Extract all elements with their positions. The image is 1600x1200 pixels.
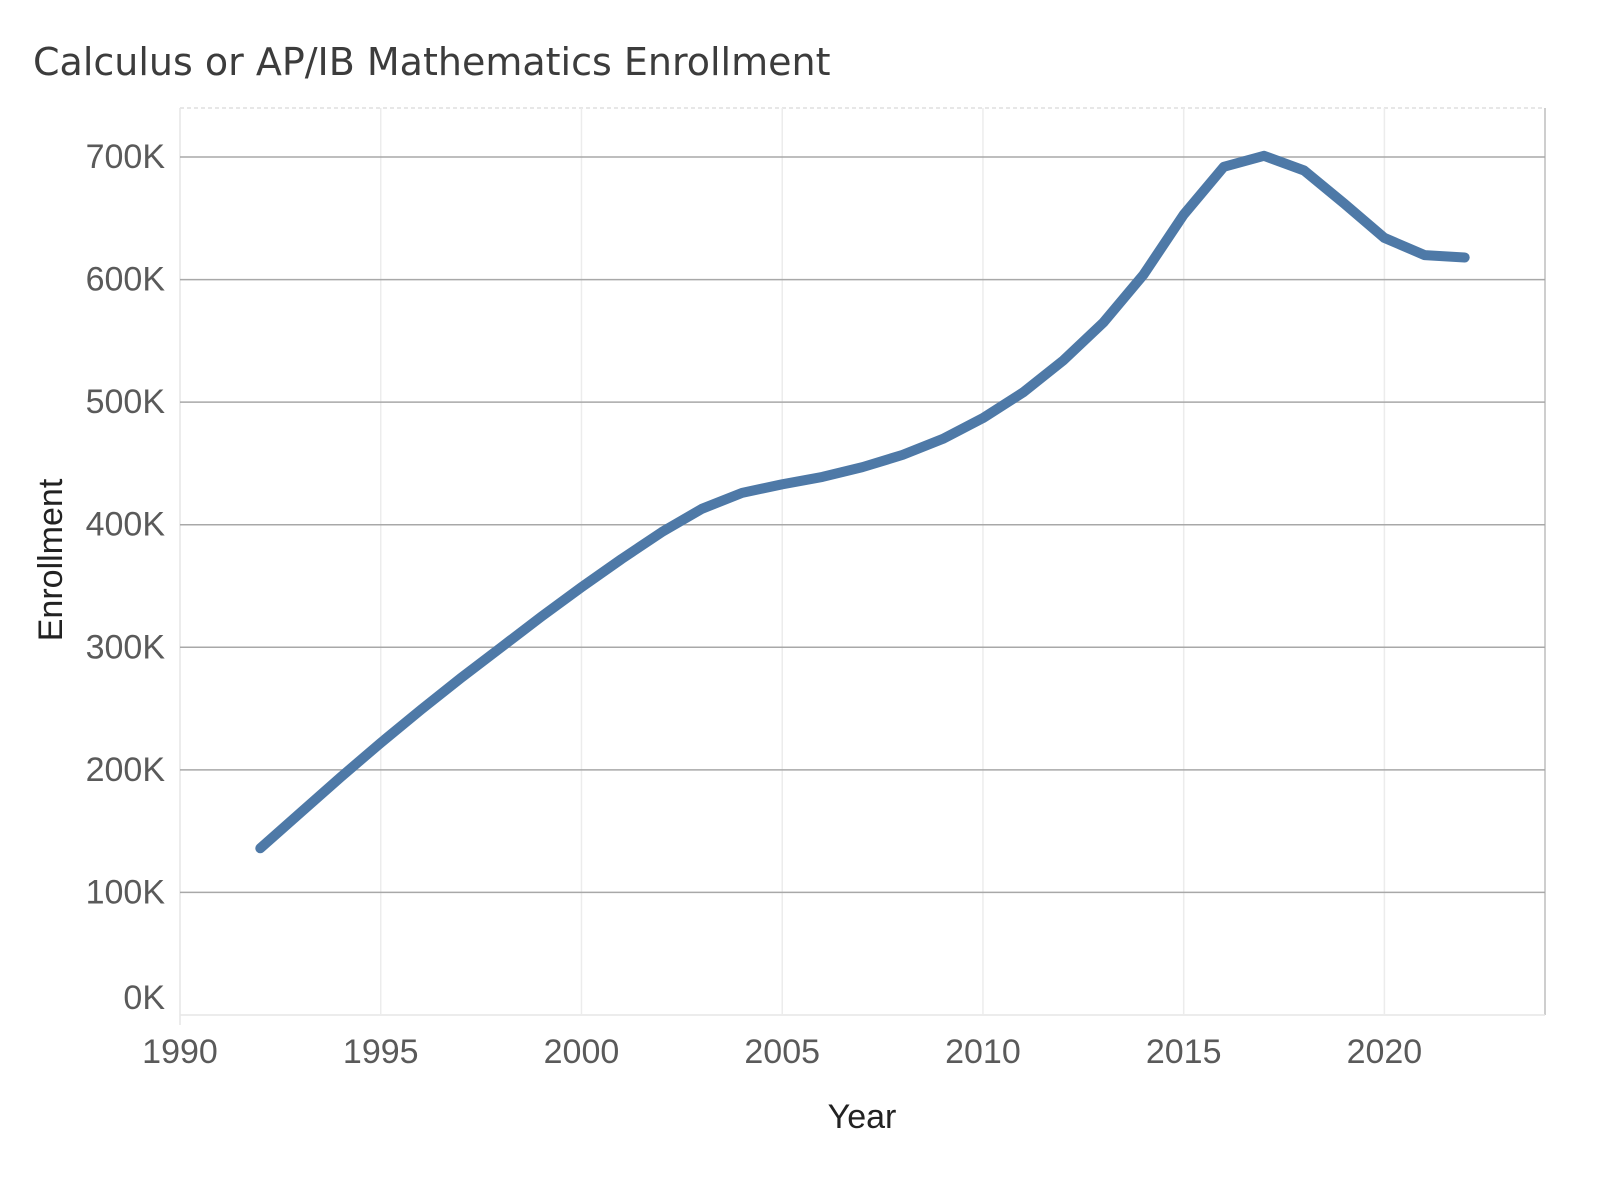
x-tick-label: 2005	[744, 1033, 820, 1071]
y-tick-label: 700K	[86, 138, 166, 176]
x-tick-label: 2020	[1347, 1033, 1423, 1071]
y-tick-label: 200K	[86, 751, 166, 789]
x-tick-label: 2015	[1146, 1033, 1222, 1071]
y-tick-label: 100K	[86, 873, 166, 911]
series-line	[255, 150, 1470, 854]
y-tick-label: 0K	[123, 979, 165, 1017]
x-tick-label: 2000	[544, 1033, 620, 1071]
y-axis-title: Enrollment	[32, 478, 70, 641]
x-tick-label: 1990	[142, 1033, 218, 1071]
x-axis-title: Year	[828, 1098, 897, 1136]
y-tick-label: 600K	[86, 261, 166, 299]
x-tick-label: 1995	[343, 1033, 419, 1071]
chart-title: Calculus or AP/IB Mathematics Enrollment	[33, 40, 831, 84]
y-tick-label: 500K	[86, 383, 166, 421]
y-tick-label: 400K	[86, 506, 166, 544]
x-tick-label: 2010	[945, 1033, 1021, 1071]
y-tick-label: 300K	[86, 628, 166, 666]
